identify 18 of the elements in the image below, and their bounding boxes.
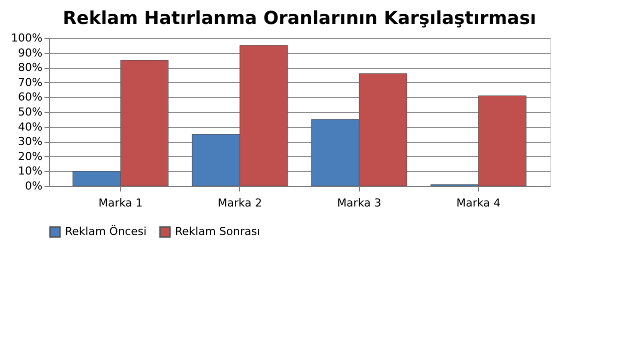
- legend-label: Reklam Öncesi: [65, 224, 147, 238]
- y-tick-label: 50%: [18, 106, 42, 118]
- y-tick-label: 30%: [18, 135, 42, 148]
- y-tick-label: 60%: [18, 90, 42, 104]
- y-tick-label: 40%: [18, 120, 42, 134]
- y-tick-label: 80%: [18, 61, 42, 74]
- chart-title: Reklam Hatırlanma Oranlarının Karşılaştırması: [62, 8, 536, 29]
- y-tick-label: 70%: [18, 76, 42, 89]
- legend-label: Reklam Sonrası: [175, 225, 260, 238]
- y-tick-label: 90%: [18, 46, 42, 60]
- x-tick-label: Marka 4: [456, 196, 501, 210]
- x-tick-label: Marka 3: [337, 196, 382, 210]
- y-tick-label: 20%: [18, 150, 42, 163]
- x-tick-label: Marka 1: [98, 196, 143, 210]
- x-tick-label: Marka 2: [218, 196, 262, 210]
- y-tick-label: 100%: [11, 32, 42, 44]
- y-tick-label: 0%: [25, 180, 42, 192]
- y-tick-label: 10%: [18, 164, 42, 178]
